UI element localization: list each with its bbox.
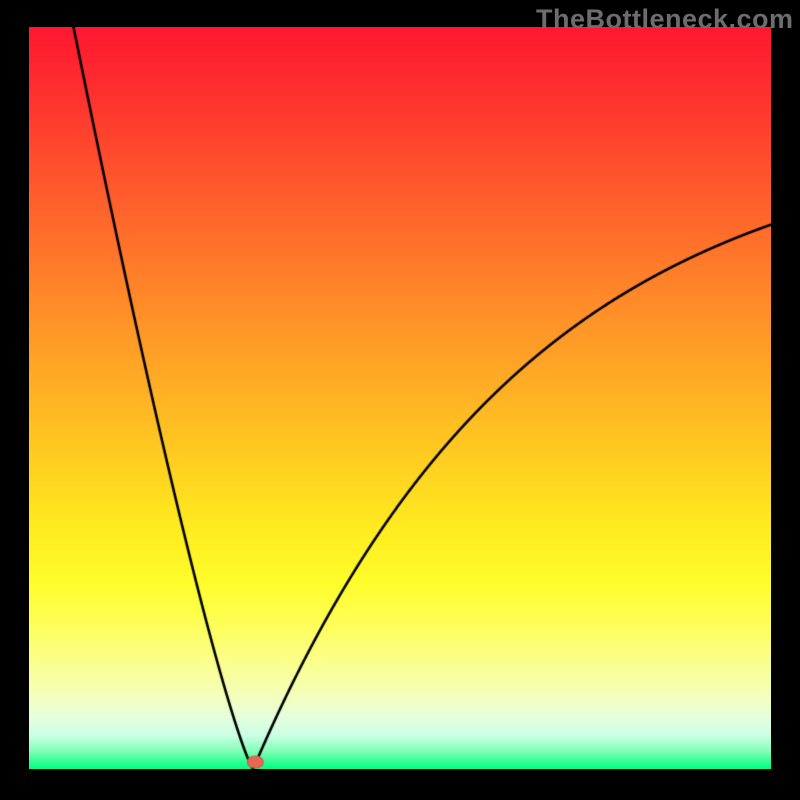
bottleneck-chart: [29, 27, 771, 769]
plot-frame: [29, 27, 771, 769]
watermark-text: TheBottleneck.com: [536, 4, 794, 35]
